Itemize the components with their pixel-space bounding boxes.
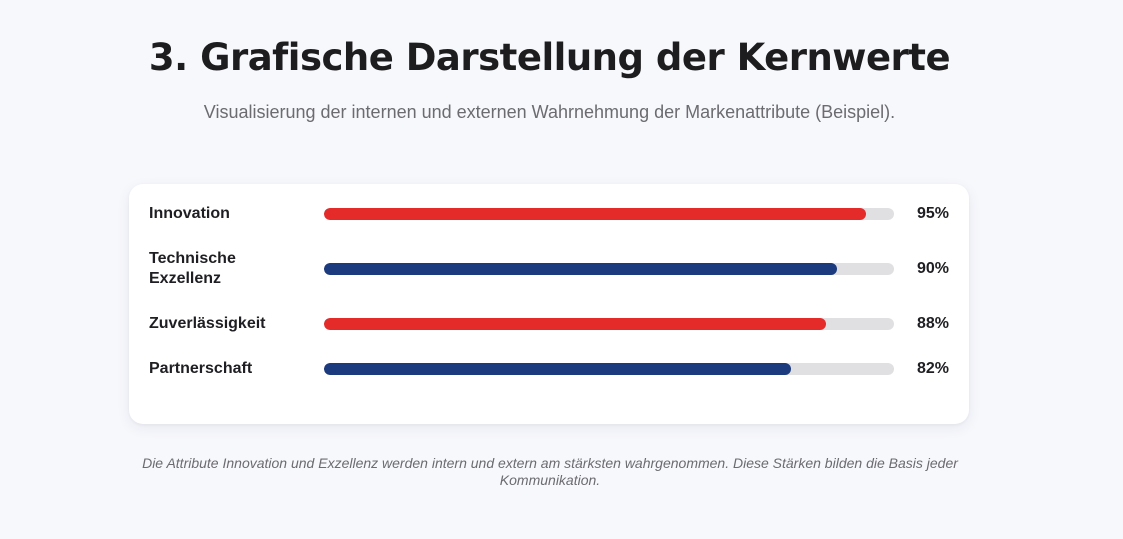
page-title: 3. Grafische Darstellung der Kernwerte (148, 36, 951, 79)
value-label: 90% (916, 260, 949, 277)
value-label: 82% (916, 360, 949, 377)
page-subtitle: Visualisierung der internen und externen… (203, 102, 896, 122)
chart-card: Innovation 95% Technische Exzellenz 90% … (129, 184, 969, 424)
category-label: Innovation (149, 205, 230, 222)
bar (324, 318, 826, 330)
category-label: Technische Exzellenz (149, 250, 236, 287)
category-label: Zuverlässigkeit (149, 315, 266, 332)
category-label: Partnerschaft (149, 360, 253, 377)
bar-track (324, 208, 894, 220)
bar (324, 208, 866, 220)
footnote: Die Attribute Innovation und Exzellenz w… (142, 455, 958, 488)
bar-track (324, 263, 894, 275)
bar (324, 263, 837, 275)
bar-track (324, 363, 894, 375)
value-label: 88% (916, 315, 949, 332)
value-label: 95% (916, 205, 949, 222)
bar (324, 363, 791, 375)
bar-track (324, 318, 894, 330)
